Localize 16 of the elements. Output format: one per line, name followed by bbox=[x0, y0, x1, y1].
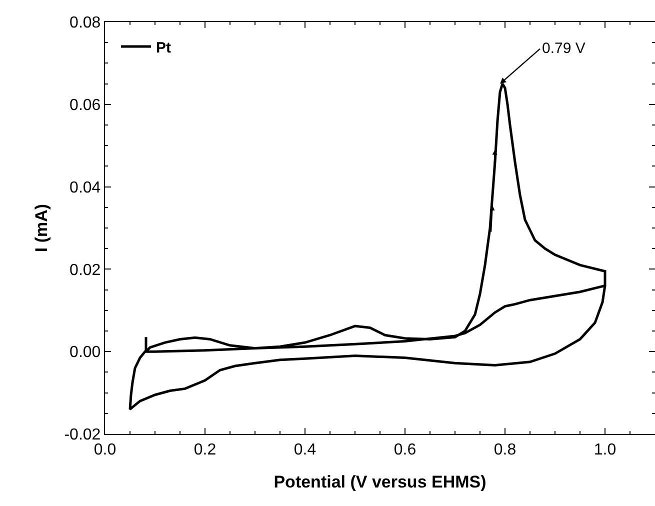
y-tick-label: 0.04 bbox=[70, 179, 101, 196]
y-tick-label: 0.06 bbox=[70, 97, 101, 114]
y-axis-title: I (mA) bbox=[32, 204, 51, 252]
legend-label: Pt bbox=[156, 39, 172, 56]
x-tick-label: 0.8 bbox=[494, 441, 516, 458]
annotation: 0.79 V bbox=[542, 40, 586, 57]
x-tick-label: 0.2 bbox=[194, 441, 216, 458]
x-axis-title: Potential (V versus EHMS) bbox=[274, 472, 486, 492]
x-tick-label: 1.0 bbox=[594, 441, 616, 458]
y-tick-label: 0.02 bbox=[70, 262, 101, 279]
y-tick-label: 0.00 bbox=[70, 344, 101, 362]
x-tick-label: 0.4 bbox=[294, 441, 316, 458]
x-tick-label: 0.6 bbox=[394, 441, 416, 458]
y-tick-label: -0.02 bbox=[64, 426, 101, 444]
y-tick-label: 0.08 bbox=[70, 14, 101, 32]
x-tick-label: 0.0 bbox=[94, 441, 116, 458]
